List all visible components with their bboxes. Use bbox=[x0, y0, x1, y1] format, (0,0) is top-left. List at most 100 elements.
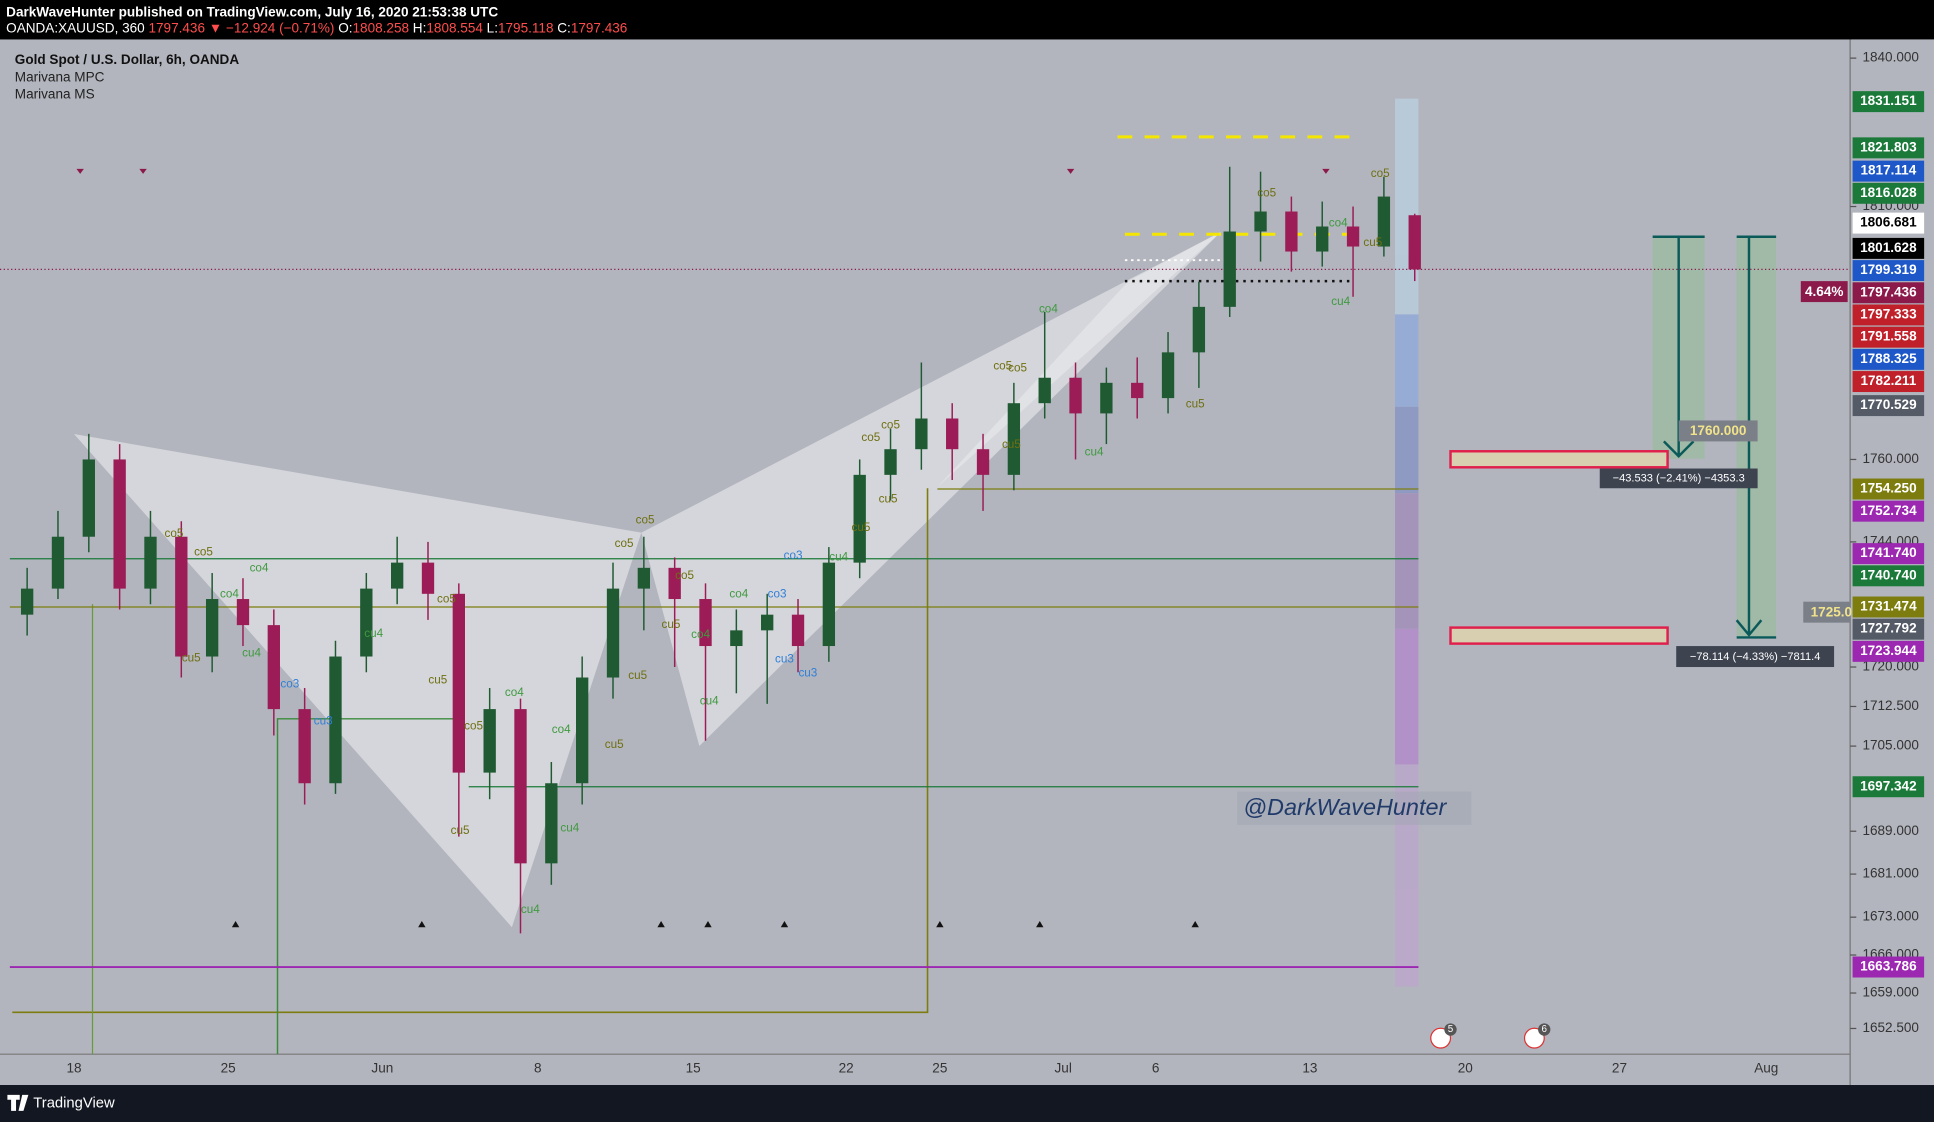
published-line: DarkWaveHunter published on TradingView.… bbox=[6, 4, 498, 19]
price-badge bbox=[1852, 371, 1925, 393]
x-tick-label: 15 bbox=[686, 1061, 701, 1076]
arrow bbox=[1652, 235, 1705, 458]
pattern-leg bbox=[641, 231, 1222, 746]
bar-segment bbox=[1394, 493, 1419, 629]
target-label: 1725.0 bbox=[1811, 604, 1852, 619]
signal-label: cu5 bbox=[1186, 398, 1205, 411]
candle-body bbox=[884, 449, 897, 475]
price-badge-label: 1727.792 bbox=[1860, 621, 1917, 636]
bar-segment bbox=[1394, 98, 1419, 315]
signal-label: cu4 bbox=[700, 695, 719, 708]
x-tick-label: 13 bbox=[1302, 1061, 1317, 1076]
signal-label: cu5 bbox=[851, 521, 870, 534]
x-tick-label: 8 bbox=[534, 1061, 542, 1076]
candle-body bbox=[1007, 403, 1021, 475]
candle-body bbox=[1346, 226, 1360, 247]
candle-body bbox=[1316, 226, 1329, 252]
y-tick-label: 1720.000 bbox=[1862, 659, 1919, 674]
candle-body bbox=[761, 614, 774, 631]
bar-segment bbox=[1394, 628, 1419, 765]
signal-label: co5 bbox=[194, 545, 213, 558]
change: ▼ −12.924 (−0.71%) bbox=[209, 20, 335, 35]
candle-body bbox=[113, 459, 126, 589]
price-badge-label: 1770.529 bbox=[1860, 397, 1917, 412]
target-zone bbox=[1449, 626, 1669, 645]
signal-label: cu4 bbox=[364, 627, 383, 640]
event-count: 6 bbox=[1541, 1024, 1547, 1035]
signal-label: cu4 bbox=[1085, 446, 1104, 459]
candle-body bbox=[1038, 377, 1051, 404]
signal-label: cu4 bbox=[560, 822, 579, 835]
signal-label: cu4 bbox=[521, 903, 540, 916]
price-badge-label: 1797.436 bbox=[1860, 284, 1917, 299]
price-badge bbox=[1852, 282, 1925, 304]
candle-body bbox=[329, 656, 342, 784]
legend-item: Marivana MPC bbox=[15, 69, 105, 84]
y-tick-label: 1705.000 bbox=[1862, 738, 1919, 753]
signal-label: co3 bbox=[280, 677, 299, 690]
signal-label: cu3 bbox=[314, 714, 333, 727]
symbol: OANDA:XAUUSD, 360 bbox=[6, 20, 145, 35]
price-badge-label: 1799.319 bbox=[1860, 262, 1917, 277]
price-badge-label: 1731.474 bbox=[1860, 599, 1917, 614]
stats-label: −43.533 (−2.41%) −4353.3 bbox=[1613, 472, 1745, 484]
x-tick-label: 25 bbox=[932, 1061, 947, 1076]
last: 1797.436 bbox=[148, 20, 205, 35]
price-badge bbox=[1852, 500, 1925, 522]
candle-body bbox=[822, 562, 836, 647]
candle-body bbox=[1285, 211, 1298, 252]
signal-label: co5 bbox=[1371, 167, 1390, 180]
stats-box bbox=[1676, 646, 1835, 668]
price-badge bbox=[1852, 543, 1925, 565]
signal-marker bbox=[231, 921, 240, 928]
legend-title: Gold Spot / U.S. Dollar, 6h, OANDA bbox=[15, 52, 240, 67]
event-icon: 5 bbox=[1430, 1023, 1457, 1049]
candle-body bbox=[699, 599, 712, 647]
pattern-leg bbox=[74, 434, 642, 928]
bar-segment bbox=[1394, 406, 1419, 494]
x-tick-label: Aug bbox=[1754, 1061, 1778, 1076]
price-badge bbox=[1852, 395, 1925, 417]
x-tick-label: 20 bbox=[1458, 1061, 1473, 1076]
signal-label: co4 bbox=[1329, 216, 1348, 229]
signal-label: cu5 bbox=[451, 824, 470, 837]
price-badge bbox=[1852, 212, 1925, 234]
candle-body bbox=[853, 474, 866, 563]
header-bar bbox=[0, 0, 1934, 40]
candle-body bbox=[1192, 306, 1206, 353]
price-badge-label: 1816.028 bbox=[1860, 185, 1917, 200]
candle-body bbox=[483, 709, 496, 773]
signal-label: co5 bbox=[437, 592, 456, 605]
signal-label: co5 bbox=[881, 418, 900, 431]
signal-label: co5 bbox=[164, 527, 183, 540]
signal-label: cu5 bbox=[662, 618, 681, 631]
event-count: 5 bbox=[1448, 1024, 1454, 1035]
signal-label: co4 bbox=[729, 587, 748, 600]
signal-label: co5 bbox=[636, 513, 655, 526]
price-badge bbox=[1852, 956, 1925, 978]
signal-label: co5 bbox=[1008, 362, 1027, 375]
stats-box bbox=[1599, 468, 1758, 489]
signal-label: co4 bbox=[505, 686, 524, 699]
price-badge bbox=[1852, 618, 1925, 640]
signal-label: co5 bbox=[861, 431, 880, 444]
price-badge-label: 1817.114 bbox=[1860, 163, 1916, 178]
candle-body bbox=[730, 630, 743, 647]
target-badge bbox=[1678, 420, 1758, 442]
y-tick-label: 1673.000 bbox=[1862, 909, 1919, 924]
candle-body bbox=[51, 536, 65, 589]
candle-body bbox=[1131, 382, 1144, 399]
x-tick-label: 6 bbox=[1152, 1061, 1160, 1076]
x-tick-label: Jul bbox=[1055, 1061, 1072, 1076]
l-value: 1795.118 bbox=[498, 20, 554, 35]
candle-body bbox=[1408, 215, 1421, 270]
price-badge bbox=[1852, 640, 1925, 662]
candle-body bbox=[360, 588, 373, 657]
price-badge-label: 1788.325 bbox=[1860, 351, 1917, 366]
signal-marker bbox=[657, 921, 665, 928]
published: DarkWaveHunter published on TradingView.… bbox=[6, 4, 498, 19]
candle-body bbox=[668, 567, 681, 600]
candle-body bbox=[175, 536, 188, 657]
